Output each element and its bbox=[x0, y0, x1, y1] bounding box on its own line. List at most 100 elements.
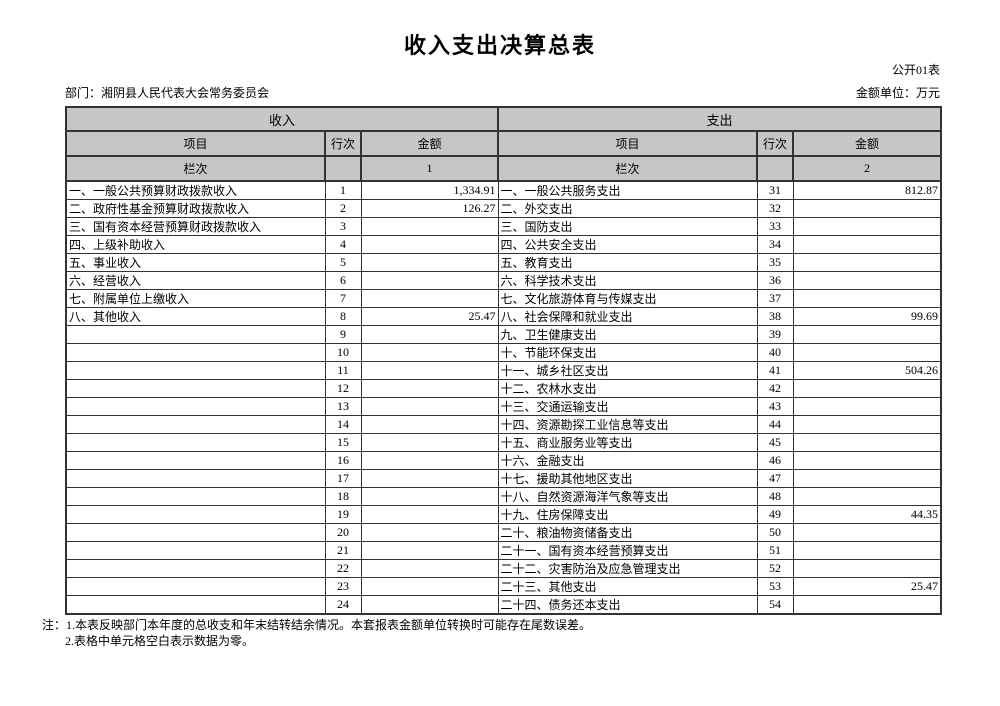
expense-item-cell: 八、社会保障和就业支出 bbox=[497, 307, 758, 326]
income-item-header: 项目 bbox=[65, 130, 326, 157]
income-line-cell: 14 bbox=[324, 415, 362, 434]
expense-amount-cell bbox=[792, 379, 942, 398]
page-title: 收入支出决算总表 bbox=[403, 33, 596, 58]
income-item-cell: 七、附属单位上缴收入 bbox=[65, 289, 326, 308]
income-line-cell: 20 bbox=[324, 523, 362, 542]
income-amount-cell bbox=[360, 415, 499, 434]
expense-lanci-label: 栏次 bbox=[497, 155, 758, 182]
expense-lanci-blank-cell bbox=[756, 155, 794, 182]
expense-line-cell: 31 bbox=[756, 180, 794, 200]
expense-amount-cell bbox=[792, 523, 942, 542]
expense-line-cell: 42 bbox=[756, 379, 794, 398]
expense-line-cell: 36 bbox=[756, 271, 794, 290]
expense-amount-header: 金额 bbox=[792, 130, 942, 157]
income-amount-cell: 126.27 bbox=[360, 199, 499, 218]
table-row: 四、上级补助收入 4 四、公共安全支出 34 bbox=[65, 235, 942, 254]
expense-line-cell: 49 bbox=[756, 505, 794, 524]
expense-amount-cell bbox=[792, 559, 942, 578]
table-row: 一、一般公共预算财政拨款收入 1 1,334.91 一、一般公共服务支出 31 812.8… bbox=[65, 180, 942, 200]
income-line-cell: 2 bbox=[324, 199, 362, 218]
income-amount-cell bbox=[360, 289, 499, 308]
income-line-cell: 15 bbox=[324, 433, 362, 452]
footnote-line-1: 注：1.本表反映部门本年度的总收支和年末结转结余情况。本套报表金额单位转换时可能… bbox=[42, 618, 592, 632]
table-row: 17 十七、援助其他地区支出 47 bbox=[65, 469, 942, 488]
income-item-cell bbox=[65, 505, 326, 524]
income-line-cell: 23 bbox=[324, 577, 362, 596]
income-amount-cell bbox=[360, 451, 499, 470]
expense-amount-cell: 812.87 bbox=[792, 180, 942, 200]
expense-amount-cell bbox=[792, 217, 942, 236]
column-header-row: 项目 行次 金额 项目 行次 金额 bbox=[65, 130, 942, 157]
income-line-cell: 22 bbox=[324, 559, 362, 578]
income-amount-cell bbox=[360, 433, 499, 452]
income-amount-cell bbox=[360, 541, 499, 560]
department-label: 部门：湘阴县人民代表大会常务委员会 bbox=[65, 86, 270, 100]
expense-line-cell: 45 bbox=[756, 433, 794, 452]
expense-amount-cell: 44.35 bbox=[792, 505, 942, 524]
income-line-cell: 13 bbox=[324, 397, 362, 416]
expense-line-cell: 46 bbox=[756, 451, 794, 470]
income-line-cell: 5 bbox=[324, 253, 362, 272]
expense-amount-cell bbox=[792, 487, 942, 506]
income-item-cell: 二、政府性基金预算财政拨款收入 bbox=[65, 199, 326, 218]
income-item-cell bbox=[65, 361, 326, 380]
income-line-cell: 24 bbox=[324, 595, 362, 615]
income-item-cell bbox=[65, 433, 326, 452]
income-amount-cell bbox=[360, 523, 499, 542]
table-row: 21 二十一、国有资本经营预算支出 51 bbox=[65, 541, 942, 560]
section-header-row: 收入 支出 bbox=[65, 106, 942, 132]
expense-item-cell: 九、卫生健康支出 bbox=[497, 325, 758, 344]
table-row: 18 十八、自然资源海洋气象等支出 48 bbox=[65, 487, 942, 506]
income-amount-cell bbox=[360, 397, 499, 416]
expense-line-cell: 52 bbox=[756, 559, 794, 578]
expense-amount-cell bbox=[792, 397, 942, 416]
income-item-cell bbox=[65, 379, 326, 398]
income-line-cell: 6 bbox=[324, 271, 362, 290]
expense-item-cell: 十五、商业服务业等支出 bbox=[497, 433, 758, 452]
column-number-row: 栏次 1 栏次 2 bbox=[65, 155, 942, 182]
table-row: 20 二十、粮油物资储备支出 50 bbox=[65, 523, 942, 542]
income-line-header: 行次 bbox=[324, 130, 362, 157]
income-item-cell bbox=[65, 451, 326, 470]
income-amount-cell bbox=[360, 469, 499, 488]
income-line-cell: 8 bbox=[324, 307, 362, 326]
income-amount-cell bbox=[360, 577, 499, 596]
expense-item-cell: 十四、资源勘探工业信息等支出 bbox=[497, 415, 758, 434]
income-item-cell bbox=[65, 577, 326, 596]
income-item-cell: 一、一般公共预算财政拨款收入 bbox=[65, 180, 326, 200]
income-item-cell bbox=[65, 523, 326, 542]
expense-amount-cell bbox=[792, 451, 942, 470]
income-section-header: 收入 bbox=[65, 106, 499, 132]
income-amount-header: 金额 bbox=[360, 130, 499, 157]
expense-amount-cell: 25.47 bbox=[792, 577, 942, 596]
table-row: 22 二十二、灾害防治及应急管理支出 52 bbox=[65, 559, 942, 578]
income-line-cell: 7 bbox=[324, 289, 362, 308]
expense-amount-cell: 99.69 bbox=[792, 307, 942, 326]
income-amount-cell bbox=[360, 235, 499, 254]
expense-item-cell: 四、公共安全支出 bbox=[497, 235, 758, 254]
expense-line-header: 行次 bbox=[756, 130, 794, 157]
income-line-cell: 10 bbox=[324, 343, 362, 362]
expense-line-cell: 38 bbox=[756, 307, 794, 326]
income-lanci-label: 栏次 bbox=[65, 155, 326, 182]
income-amount-cell bbox=[360, 253, 499, 272]
expense-amount-cell bbox=[792, 541, 942, 560]
income-expense-table: 收入 支出 项目 行次 金额 项目 行次 金额 栏次 1 栏次 2 一、一般公共… bbox=[65, 106, 942, 615]
expense-item-cell: 十一、城乡社区支出 bbox=[497, 361, 758, 380]
expense-line-cell: 50 bbox=[756, 523, 794, 542]
table-row: 12 十二、农林水支出 42 bbox=[65, 379, 942, 398]
income-amount-cell bbox=[360, 559, 499, 578]
expense-line-cell: 39 bbox=[756, 325, 794, 344]
expense-amount-cell bbox=[792, 343, 942, 362]
table-row: 24 二十四、债务还本支出 54 bbox=[65, 595, 942, 615]
income-amount-cell bbox=[360, 487, 499, 506]
expense-item-cell: 三、国防支出 bbox=[497, 217, 758, 236]
expense-item-cell: 二十二、灾害防治及应急管理支出 bbox=[497, 559, 758, 578]
expense-line-cell: 44 bbox=[756, 415, 794, 434]
income-line-cell: 9 bbox=[324, 325, 362, 344]
income-item-cell bbox=[65, 559, 326, 578]
expense-line-cell: 43 bbox=[756, 397, 794, 416]
income-item-cell: 三、国有资本经营预算财政拨款收入 bbox=[65, 217, 326, 236]
expense-amount-cell bbox=[792, 433, 942, 452]
